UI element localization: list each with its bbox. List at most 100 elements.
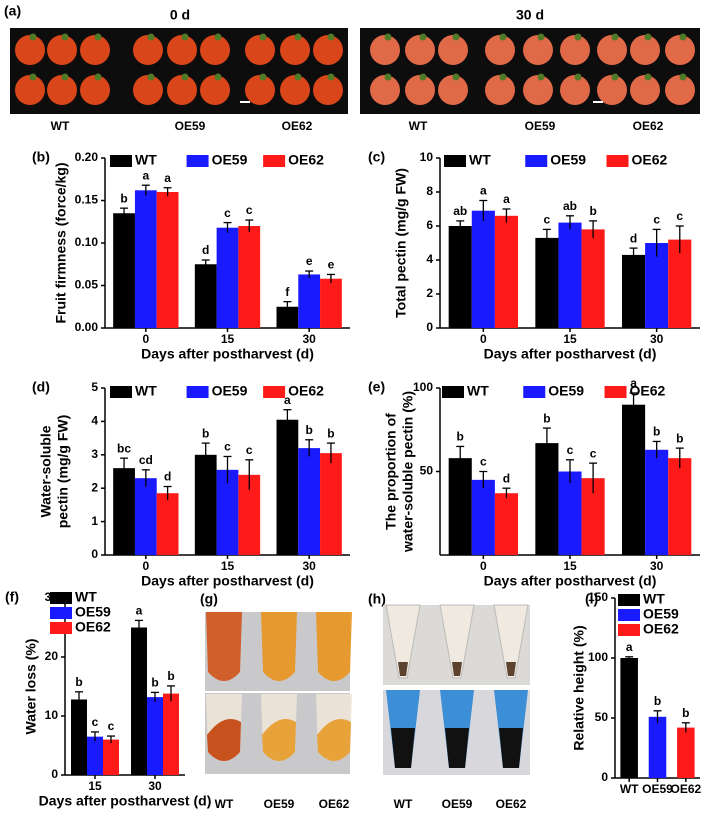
y-tick-label: 50 xyxy=(420,464,434,478)
bar xyxy=(668,239,692,328)
tube-fill xyxy=(391,728,415,768)
tube xyxy=(493,604,529,679)
legend-swatch xyxy=(50,607,72,619)
legend-swatch xyxy=(110,155,132,167)
tube xyxy=(385,604,421,679)
significance-letter: c xyxy=(653,213,660,227)
significance-letter: b xyxy=(653,425,660,439)
legend-swatch xyxy=(50,592,72,604)
bar xyxy=(276,306,299,328)
photo-label: WT xyxy=(409,119,428,133)
x-tick-label: 30 xyxy=(650,559,664,573)
panel-label: (c) xyxy=(368,149,385,165)
significance-letter: c xyxy=(246,443,253,457)
tomato-stem xyxy=(327,73,335,81)
tomato-stem xyxy=(94,33,102,41)
x-tick-label: 15 xyxy=(221,559,235,573)
tomato-stem xyxy=(61,73,69,81)
legend-label: OE62 xyxy=(630,383,666,399)
y-axis-label: The proportion of xyxy=(383,413,399,530)
panel-label: (d) xyxy=(32,379,50,395)
scale-bar xyxy=(593,101,603,103)
tomato xyxy=(80,35,110,65)
y-tick-label: 4 xyxy=(426,252,433,266)
tomato xyxy=(245,35,275,65)
tomato-stem xyxy=(499,33,507,41)
tomato-stem xyxy=(537,73,545,81)
y-tick-label: 100 xyxy=(588,650,608,664)
tomato xyxy=(405,35,435,65)
legend-label: OE59 xyxy=(212,383,248,399)
significance-letter: b xyxy=(457,430,464,444)
significance-letter: ab xyxy=(453,204,467,218)
legend-swatch xyxy=(618,609,640,621)
x-tick-label: 15 xyxy=(563,559,577,573)
tomato-stem xyxy=(452,73,460,81)
bar xyxy=(558,222,582,328)
tube xyxy=(206,612,242,681)
x-tick-label: 0 xyxy=(142,332,149,346)
significance-letter: b xyxy=(543,411,550,425)
tomato xyxy=(80,75,110,105)
significance-letter: a xyxy=(626,640,633,654)
tomato-stem xyxy=(147,73,155,81)
bar xyxy=(156,192,179,328)
y-tick-label: 20 xyxy=(45,649,59,663)
tomatoes xyxy=(15,33,695,105)
significance-letter: c xyxy=(108,719,115,733)
y-tick-label: 150 xyxy=(588,590,608,604)
bar xyxy=(620,658,638,778)
tomato xyxy=(133,75,163,105)
x-axis-label: Days after postharvest (d) xyxy=(39,793,212,809)
tomato-stem xyxy=(259,33,267,41)
tomato xyxy=(245,75,275,105)
bar xyxy=(131,627,147,775)
legend-label: WT xyxy=(75,589,97,605)
legend-swatch xyxy=(604,386,627,398)
photo-label: OE59 xyxy=(175,119,206,133)
bar xyxy=(103,739,119,775)
significance-letter: b xyxy=(676,431,683,445)
bar xyxy=(276,419,299,555)
tomato-stem xyxy=(384,73,392,81)
tomato-stem xyxy=(327,33,335,41)
tomato xyxy=(665,75,695,105)
legend-swatch xyxy=(618,624,640,636)
y-axis-label: Relative height (%) xyxy=(571,625,587,750)
significance-letter: c xyxy=(590,446,597,460)
significance-letter: b xyxy=(120,191,127,205)
bar xyxy=(216,227,239,328)
significance-letter: a xyxy=(480,184,487,198)
tube-fill xyxy=(398,662,408,676)
tube-fill xyxy=(506,662,516,676)
bar xyxy=(622,254,646,328)
x-tick-label: WT xyxy=(620,782,639,796)
tomato xyxy=(630,75,660,105)
x-tick-label: 0 xyxy=(480,559,487,573)
significance-letter: c xyxy=(567,443,574,457)
tomato-stem xyxy=(611,33,619,41)
bar xyxy=(668,458,692,555)
bar xyxy=(535,443,559,555)
tomato xyxy=(405,75,435,105)
tomato-stem xyxy=(679,73,687,81)
significance-letter: b xyxy=(202,426,209,440)
tomato-stem xyxy=(214,33,222,41)
tomato-stem xyxy=(294,73,302,81)
tube-fill xyxy=(445,728,469,768)
legend-label: OE62 xyxy=(643,621,679,637)
legend-label: OE62 xyxy=(75,619,111,635)
significance-letter: c xyxy=(92,715,99,729)
bar xyxy=(581,478,605,555)
y-axis-label: Fruit firmness (force/kg) xyxy=(53,162,69,323)
tomato-stem xyxy=(29,33,37,41)
bar xyxy=(448,458,472,555)
tomato-stem xyxy=(147,33,155,41)
x-tick-label: OE59 xyxy=(642,782,673,796)
bar xyxy=(298,274,321,328)
y-tick-label: 2 xyxy=(91,480,98,494)
tomato-stem xyxy=(419,33,427,41)
panel-label: (e) xyxy=(368,379,385,395)
significance-letter: d xyxy=(164,470,171,484)
